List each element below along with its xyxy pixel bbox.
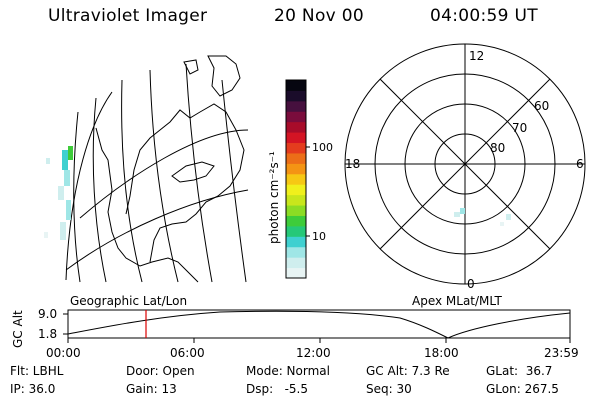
colorbar-tick-label: 100 [312, 141, 333, 154]
coastline [95, 127, 199, 283]
mlat-label-80: 80 [490, 141, 505, 155]
mlt-diagonal [379, 78, 551, 250]
altitude-xtick-label: 23:59 [544, 346, 579, 360]
meridian-line [221, 79, 247, 283]
colorbar-segment [286, 121, 306, 133]
coastline [207, 55, 241, 97]
ip-readout: IP: 36.0 [10, 382, 56, 396]
right-panel-caption: Apex MLat/MLT [412, 294, 502, 308]
glon-readout: GLon: 267.5 [486, 382, 559, 396]
aurora-emission-polar [454, 208, 511, 226]
meridian-line [73, 111, 81, 283]
aurora-emission-geo [44, 146, 73, 240]
colorbar-segment [286, 246, 306, 258]
left-panel-caption: Geographic Lat/Lon [70, 294, 187, 308]
colorbar-segment [286, 205, 306, 216]
mlat-label-70: 70 [512, 121, 527, 135]
altitude-xtick-label: 18:00 [424, 346, 459, 360]
mlt-label-12: 12 [469, 49, 484, 63]
colorbar-segment [286, 257, 306, 269]
colorbar-segment [286, 215, 306, 227]
colorbar-segment [286, 173, 306, 185]
mlt-label-0: 0 [467, 277, 475, 291]
colorbar-segment [286, 80, 306, 91]
colorbar-segment [286, 225, 306, 237]
meridian-line [149, 69, 179, 283]
geographic-map [65, 55, 249, 283]
latitude-line [79, 129, 249, 219]
colorbar-segment [286, 100, 306, 112]
colorbar-segment [286, 90, 306, 102]
colorbar-segment [286, 236, 306, 248]
gain-readout: Gain: 13 [126, 382, 177, 396]
colorbar-segment [286, 111, 306, 123]
colorbar-frame [285, 79, 307, 279]
latitude-line [65, 189, 249, 271]
altitude-xtick-label: 00:00 [46, 346, 81, 360]
mlat-label-60: 60 [534, 99, 549, 113]
dsp-readout: Dsp: -5.5 [246, 382, 309, 396]
seq-readout: Seq: 30 [366, 382, 412, 396]
mlt-label-6: 6 [576, 157, 584, 171]
colorbar-segment [286, 194, 306, 206]
colorbar-segment [286, 267, 306, 279]
mlt-label-18: 18 [345, 157, 360, 171]
coastline [125, 103, 245, 263]
polar-plot [344, 43, 586, 285]
colorbar-segment [286, 152, 306, 164]
colorbar-segment [286, 132, 306, 144]
date-label: 20 Nov 00 [274, 6, 364, 26]
globe-limb [65, 91, 113, 281]
coastline [171, 161, 215, 183]
colorbar [286, 80, 306, 279]
altitude-curve [67, 310, 571, 339]
instrument-title: Ultraviolet Imager [48, 6, 208, 26]
colorbar-segment [286, 163, 306, 175]
door-readout: Door: Open [126, 364, 195, 378]
colorbar-unit-label: photon cm⁻²s⁻¹ [267, 151, 281, 244]
glat-readout: GLat: 36.7 [486, 364, 553, 378]
gc-alt-readout: GC Alt: 7.3 Re [366, 364, 450, 378]
altitude-xtick-label: 12:00 [296, 346, 331, 360]
meridian-line [185, 63, 213, 283]
altitude-plot-frame [67, 309, 571, 339]
time-label: 04:00:59 UT [430, 6, 538, 26]
altitude-ytick-label: 1.8 [38, 327, 57, 341]
colorbar-tick-label: 10 [312, 230, 326, 243]
altitude-ticks [63, 313, 571, 343]
mode-readout: Mode: Normal [246, 364, 330, 378]
coastline [183, 59, 199, 75]
meridian-line [92, 97, 107, 283]
meridian-line [121, 79, 143, 283]
altitude-xtick-label: 06:00 [170, 346, 205, 360]
colorbar-segment [286, 142, 306, 154]
filter-readout: Flt: LBHL [10, 364, 64, 378]
colorbar-segment [286, 184, 306, 196]
altitude-ylabel: GC Alt [11, 310, 25, 348]
altitude-ytick-label: 9.0 [38, 307, 57, 321]
